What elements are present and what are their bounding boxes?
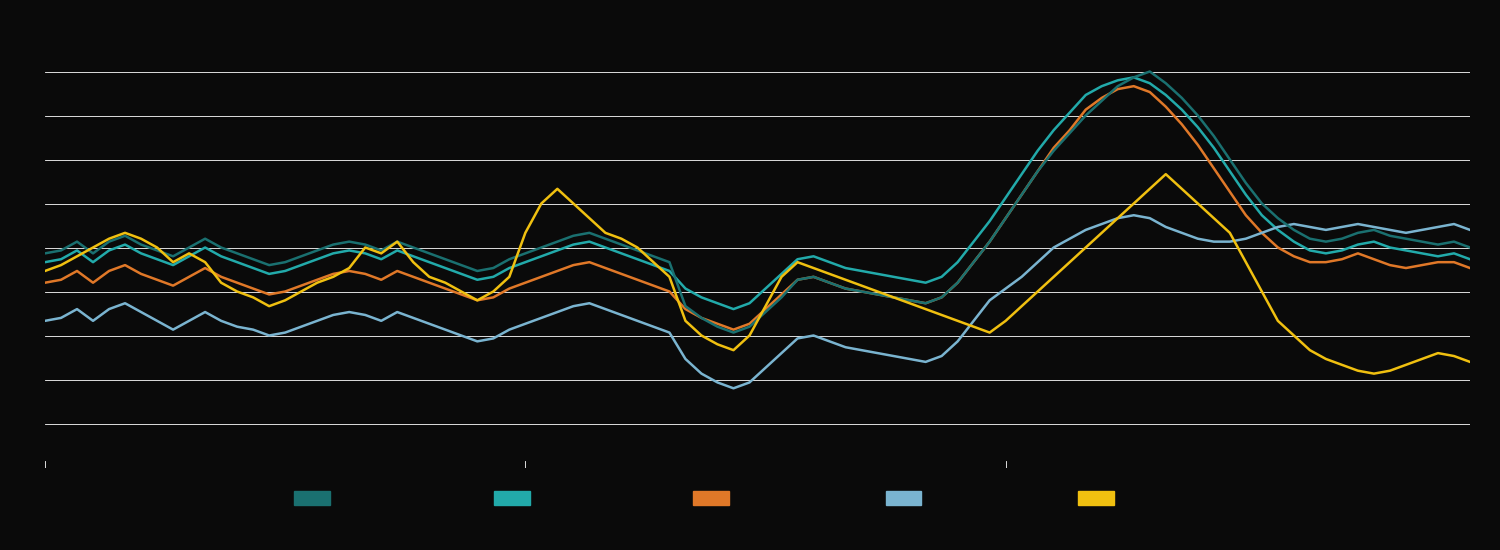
Bar [494,491,530,505]
Bar [885,491,921,505]
Bar [1078,491,1113,505]
Bar [693,491,729,505]
Bar [294,491,330,505]
